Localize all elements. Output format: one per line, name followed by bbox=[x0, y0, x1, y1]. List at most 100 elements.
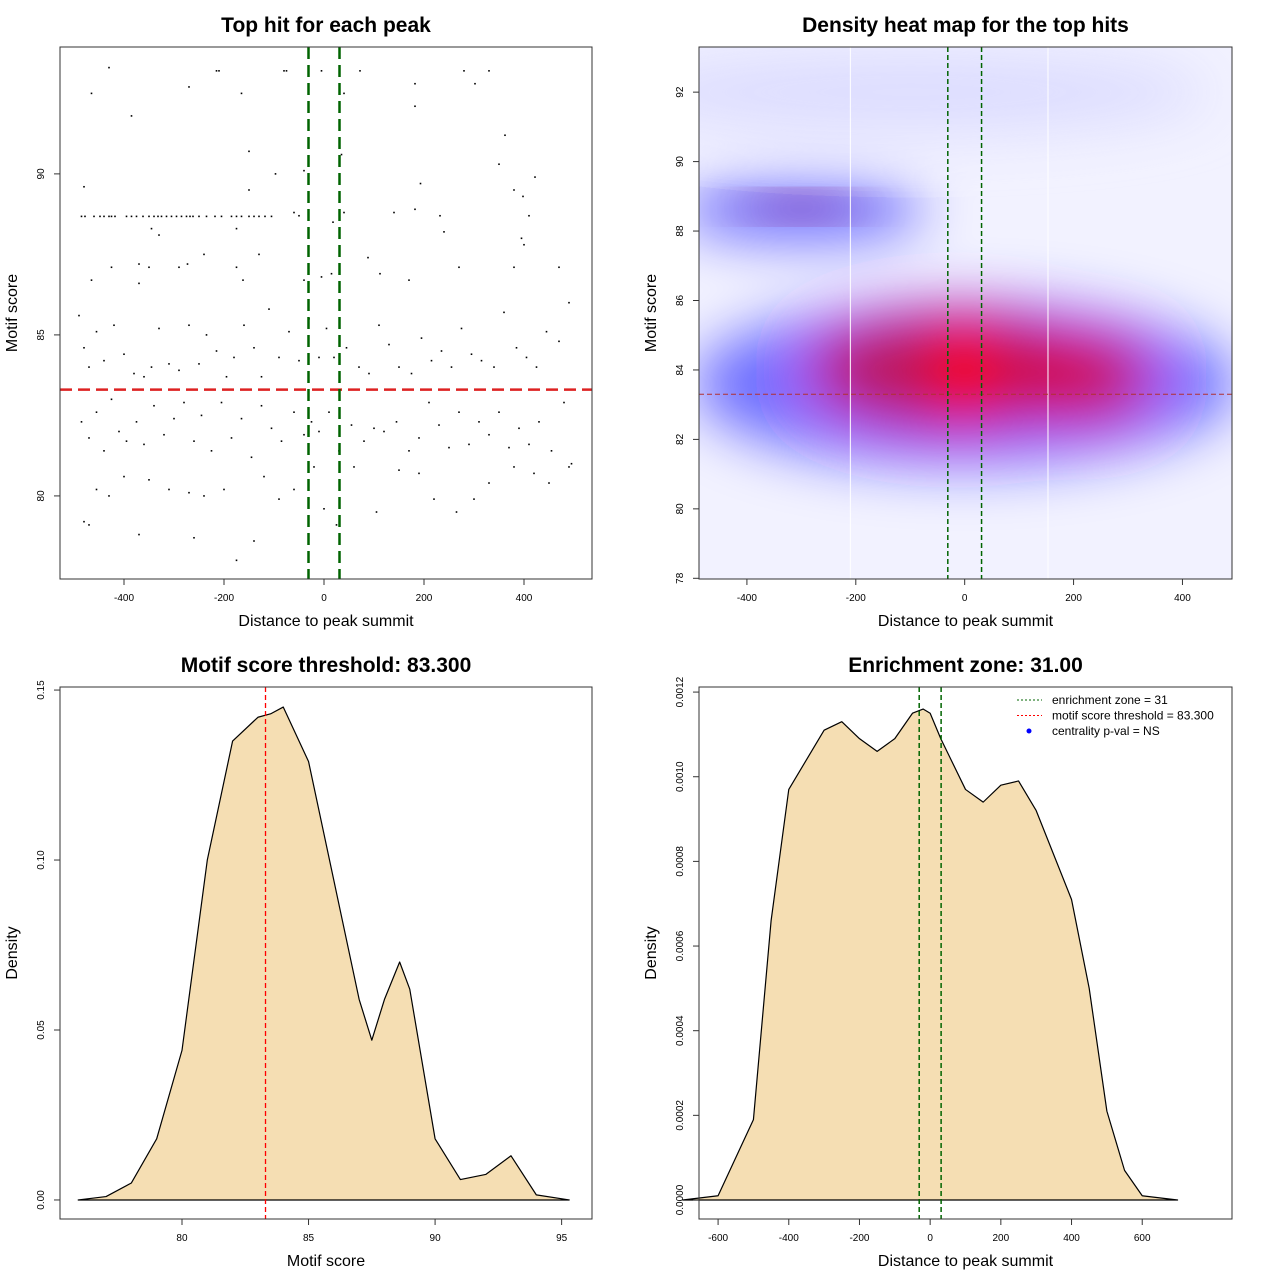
data-point bbox=[158, 234, 160, 236]
data-point bbox=[330, 272, 333, 275]
data-point bbox=[160, 215, 163, 218]
y-tick-label: 85 bbox=[36, 329, 47, 341]
data-point bbox=[398, 366, 400, 368]
data-point bbox=[80, 421, 83, 423]
data-point bbox=[138, 263, 140, 265]
x-axis-label: Distance to peak summit bbox=[878, 1253, 1054, 1270]
data-point bbox=[353, 466, 355, 468]
x-tick-label: -400 bbox=[737, 593, 757, 604]
data-point bbox=[480, 359, 483, 362]
y-tick-label: 0.0000 bbox=[675, 1184, 686, 1215]
chart-title: Motif score threshold: 83.300 bbox=[181, 654, 472, 677]
panel-3: 80 85 90 95 0.00 0.05 0.10 0.15 Motif score thre… bbox=[4, 654, 593, 1270]
data-point bbox=[80, 215, 83, 218]
data-point bbox=[448, 446, 450, 449]
data-point bbox=[283, 70, 285, 72]
data-point bbox=[303, 433, 305, 436]
data-point bbox=[274, 173, 277, 175]
data-point bbox=[210, 450, 213, 452]
data-point bbox=[533, 472, 535, 475]
data-point bbox=[430, 359, 433, 362]
data-point bbox=[88, 524, 90, 526]
data-point bbox=[270, 427, 273, 430]
data-point bbox=[568, 466, 570, 468]
data-point bbox=[220, 401, 223, 404]
y-axis-label: Motif score bbox=[4, 274, 21, 352]
y-tick-label: 90 bbox=[36, 168, 47, 180]
data-point bbox=[548, 482, 550, 484]
data-point bbox=[148, 479, 150, 481]
data-point bbox=[418, 437, 420, 439]
data-point bbox=[363, 440, 365, 442]
data-point bbox=[153, 215, 155, 218]
data-point bbox=[438, 424, 440, 426]
data-point bbox=[443, 231, 445, 233]
data-point bbox=[313, 466, 315, 468]
data-point bbox=[200, 414, 203, 417]
data-point bbox=[178, 369, 180, 372]
data-point bbox=[468, 443, 470, 446]
y-tick-label: 0.05 bbox=[36, 1020, 47, 1040]
data-point bbox=[498, 411, 500, 413]
data-point bbox=[130, 215, 133, 218]
data-point bbox=[240, 92, 243, 95]
y-tick-label: 0.0002 bbox=[675, 1100, 686, 1131]
data-point bbox=[318, 356, 320, 359]
data-point bbox=[248, 189, 250, 191]
data-point bbox=[368, 372, 370, 375]
data-point bbox=[398, 469, 400, 471]
x-tick-label: 200 bbox=[993, 1233, 1010, 1244]
chart-title: Density heat map for the top hits bbox=[802, 14, 1129, 37]
data-point bbox=[293, 488, 295, 491]
x-tick-label: 600 bbox=[1134, 1233, 1151, 1244]
data-point bbox=[298, 214, 300, 217]
plot-frame bbox=[59, 46, 593, 580]
data-point bbox=[410, 372, 413, 375]
data-point bbox=[343, 92, 345, 95]
data-point bbox=[178, 266, 180, 269]
data-point bbox=[325, 327, 328, 330]
x-tick-label: -600 bbox=[708, 1233, 728, 1244]
data-point bbox=[463, 70, 465, 72]
data-point bbox=[408, 450, 410, 452]
data-point bbox=[215, 70, 218, 72]
data-point bbox=[235, 215, 238, 218]
density-curve bbox=[77, 706, 570, 1201]
data-point bbox=[520, 237, 523, 240]
data-point bbox=[303, 169, 305, 172]
data-point bbox=[142, 215, 144, 218]
data-point bbox=[93, 215, 95, 218]
x-tick-label: -200 bbox=[214, 593, 234, 604]
data-point bbox=[95, 488, 98, 491]
data-point bbox=[518, 427, 520, 430]
data-point bbox=[114, 215, 116, 218]
data-point bbox=[320, 70, 323, 72]
x-tick-label: 200 bbox=[1065, 593, 1082, 604]
plot-frame bbox=[698, 686, 1233, 1220]
data-point bbox=[133, 372, 135, 375]
data-point bbox=[170, 215, 173, 218]
data-point bbox=[558, 266, 560, 269]
data-point bbox=[414, 105, 416, 108]
data-point bbox=[278, 498, 280, 500]
data-point bbox=[250, 456, 253, 459]
data-point bbox=[513, 266, 515, 269]
data-point bbox=[488, 70, 490, 72]
x-tick-label: 95 bbox=[556, 1233, 568, 1244]
data-point bbox=[478, 421, 480, 423]
x-tick-label: 0 bbox=[962, 593, 968, 604]
data-point bbox=[138, 533, 140, 536]
y-tick-label: 0.0012 bbox=[675, 676, 686, 707]
x-tick-label: -200 bbox=[846, 593, 866, 604]
data-point bbox=[538, 421, 540, 423]
data-point bbox=[88, 437, 90, 439]
data-point bbox=[113, 324, 115, 327]
chart-title: Top hit for each peak bbox=[221, 14, 431, 37]
data-point bbox=[198, 363, 200, 365]
data-point bbox=[458, 266, 460, 269]
data-point bbox=[242, 279, 244, 281]
data-point bbox=[223, 488, 225, 491]
data-point bbox=[558, 340, 560, 343]
data-point bbox=[84, 215, 86, 218]
data-point bbox=[173, 417, 175, 420]
